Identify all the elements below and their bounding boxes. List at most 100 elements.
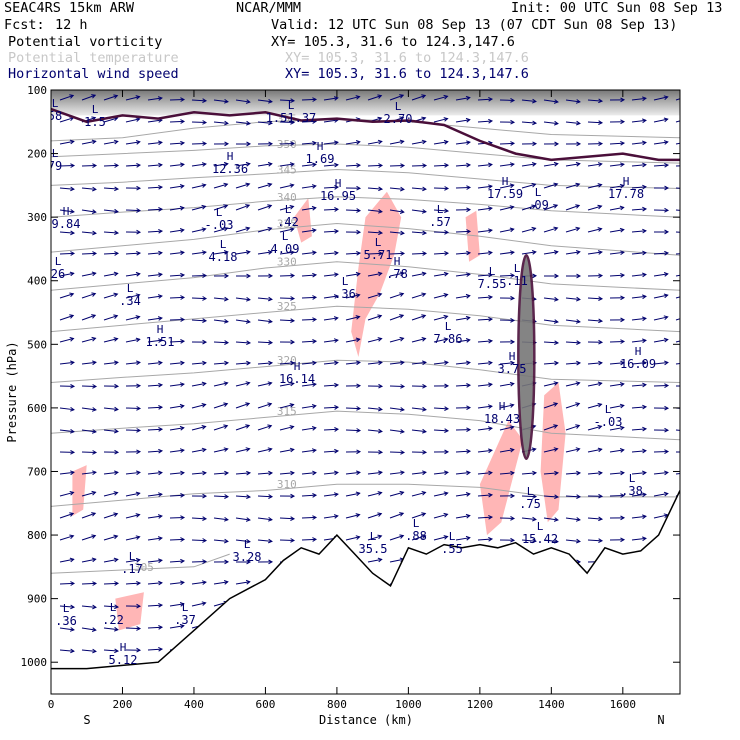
- wind-vector: [279, 382, 294, 387]
- wind-arrowhead: [312, 162, 317, 168]
- wind-vector: [367, 338, 382, 343]
- wind-arrowhead: [619, 448, 625, 453]
- wind-vector: [631, 142, 646, 145]
- theta-label: 315: [277, 405, 297, 418]
- wind-arrowhead: [69, 534, 75, 540]
- wind-arrowhead: [69, 271, 75, 277]
- wind-vector: [257, 297, 272, 300]
- extremum-value: .88: [405, 529, 427, 543]
- init-time: Init: 00 UTC Sun 08 Sep 13: [511, 0, 723, 16]
- wind-arrowhead: [598, 120, 604, 125]
- wind-vector: [169, 120, 185, 123]
- wind-arrowhead: [180, 97, 186, 102]
- wind-arrowhead: [114, 383, 120, 389]
- wind-arrowhead: [113, 292, 119, 298]
- wind-vector: [521, 495, 537, 498]
- wind-arrowhead: [664, 405, 670, 411]
- wind-vector: [345, 514, 360, 519]
- wind-vector: [235, 319, 250, 323]
- theta-label: 310: [277, 478, 297, 491]
- wind-arrowhead: [290, 360, 295, 366]
- wind-vector: [103, 231, 119, 234]
- wind-arrowhead: [267, 226, 273, 232]
- pv-extremum: L-.03: [205, 206, 234, 232]
- wind-vector: [345, 361, 360, 365]
- wind-vector: [455, 186, 471, 189]
- wind-arrowhead: [180, 140, 186, 146]
- wind-vector: [301, 207, 316, 211]
- wind-arrowhead: [201, 381, 207, 387]
- wind-arrowhead: [202, 559, 208, 565]
- extremum-value: 16.09: [620, 357, 656, 371]
- wind-vector: [169, 405, 184, 409]
- wind-vector: [609, 163, 624, 167]
- wind-vector: [103, 95, 118, 101]
- wind-arrowhead: [597, 424, 603, 430]
- wind-vector: [411, 513, 426, 519]
- wind-arrowhead: [267, 447, 273, 452]
- wind-arrowhead: [597, 447, 603, 453]
- wind-vector: [653, 273, 668, 277]
- wind-vector: [279, 426, 294, 431]
- producer: NCAR/MMM: [236, 0, 302, 16]
- wind-arrowhead: [686, 429, 690, 433]
- wind-arrowhead: [399, 314, 405, 319]
- wind-vector: [103, 315, 118, 321]
- wind-arrowhead: [246, 494, 252, 500]
- wind-arrowhead: [378, 230, 384, 236]
- wind-arrowhead: [246, 141, 252, 147]
- extremum-value: .17: [121, 562, 143, 576]
- wind-vector: [235, 424, 250, 431]
- wind-arrowhead: [268, 470, 274, 476]
- extremum-value: .11: [506, 274, 528, 288]
- wind-arrowhead: [620, 162, 625, 168]
- wind-vector: [81, 140, 96, 145]
- theta-label: 305: [134, 561, 154, 574]
- wind-vector: [675, 120, 680, 123]
- wind-vector: [147, 648, 163, 651]
- extremum-type: L: [244, 538, 251, 551]
- pv-extremum: L7.86: [434, 320, 463, 346]
- legend-wind-name: Horizontal wind speed: [8, 66, 179, 82]
- extremum-value: 12.36: [212, 162, 248, 176]
- wind-arrowhead: [246, 120, 251, 126]
- wind-vector: [433, 209, 449, 212]
- wind-vector: [631, 208, 646, 211]
- wind-vector: [609, 206, 624, 211]
- pv-extremum: L2.70: [384, 100, 413, 126]
- wind-arrowhead: [620, 295, 626, 301]
- wind-vector: [235, 204, 250, 211]
- theta-contour: [51, 222, 680, 256]
- wind-arrowhead: [642, 162, 647, 168]
- extremum-type: L: [182, 601, 189, 614]
- wind-arrowhead: [245, 517, 251, 522]
- wind-arrowhead: [333, 492, 339, 497]
- wind-arrowhead: [620, 317, 626, 323]
- wind-arrowhead: [642, 492, 647, 498]
- wind-arrowhead: [421, 116, 427, 122]
- wind-arrowhead: [575, 161, 581, 167]
- wind-vector: [455, 119, 470, 123]
- wind-vector: [191, 362, 206, 365]
- wind-arrowhead: [201, 425, 207, 430]
- wind-vector: [147, 604, 163, 607]
- wind-arrowhead: [92, 186, 97, 192]
- wind-arrowhead: [136, 208, 142, 213]
- wind-vector: [609, 274, 625, 277]
- wind-vector: [675, 231, 680, 233]
- wind-arrowhead: [488, 536, 494, 542]
- wind-arrowhead: [378, 208, 383, 214]
- wind-arrowhead: [135, 535, 141, 540]
- y-tick-label: 900: [27, 593, 47, 606]
- y-tick-label: 600: [27, 402, 47, 415]
- wind-vector: [59, 627, 74, 631]
- wind-vector: [631, 428, 646, 431]
- wind-arrowhead: [620, 493, 626, 498]
- wind-vector: [433, 141, 448, 145]
- wind-arrowhead: [158, 602, 164, 608]
- wind-arrowhead: [202, 98, 208, 103]
- wind-arrowhead: [180, 317, 186, 322]
- wind-arrowhead: [443, 139, 449, 145]
- wind-arrowhead: [268, 273, 274, 279]
